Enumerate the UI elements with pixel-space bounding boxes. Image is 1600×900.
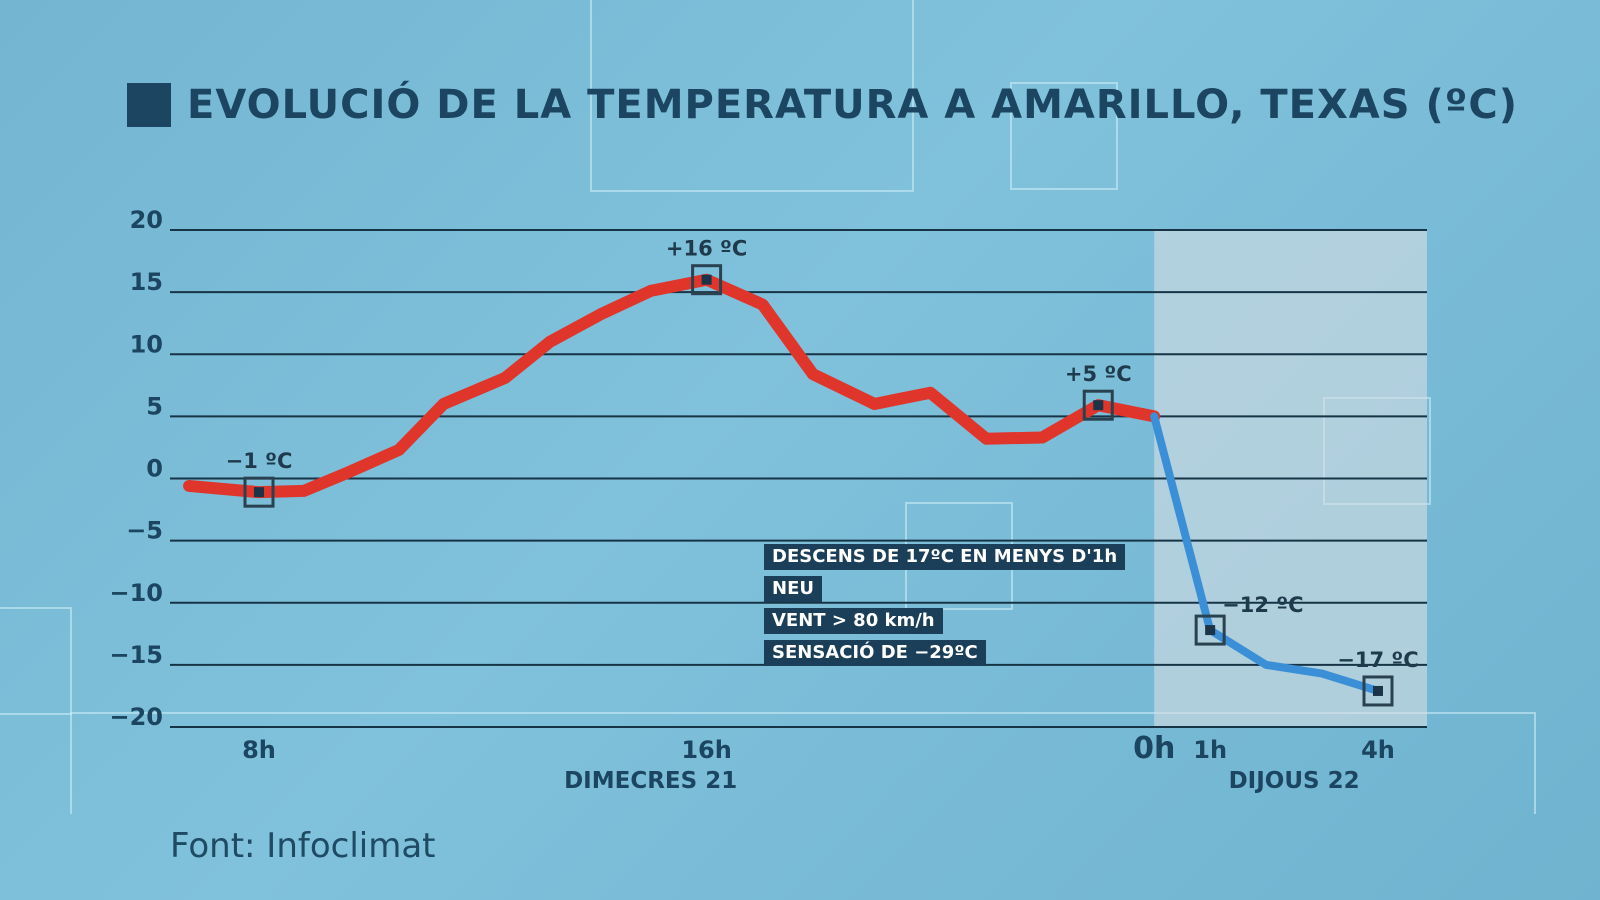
chart-title: EVOLUCIÓ DE LA TEMPERATURA A AMARILLO, T…	[127, 82, 1518, 128]
marker-box	[691, 264, 723, 296]
annotation-label: SENSACIÓ DE −29ºC	[764, 640, 986, 666]
marker-label: −17 ºC	[1337, 648, 1418, 672]
y-tick-label: −15	[109, 641, 163, 669]
marker-label: −1 ºC	[226, 449, 293, 473]
marker-dot	[1205, 625, 1216, 636]
decor-frame	[1010, 82, 1118, 190]
decor-frame	[590, 0, 914, 192]
y-tick-label: 0	[146, 455, 163, 483]
decor-frame	[0, 607, 72, 715]
marker-label: +5 ºC	[1065, 362, 1132, 386]
x-tick-label: 4h	[1361, 736, 1395, 764]
series-line-0	[183, 273, 1161, 499]
marker-dot	[701, 274, 712, 285]
marker-box	[1362, 675, 1394, 707]
marker-dot	[1093, 400, 1104, 411]
marker-box	[243, 476, 275, 508]
title-text: EVOLUCIÓ DE LA TEMPERATURA A AMARILLO, T…	[187, 82, 1518, 128]
annotation-label: DESCENS DE 17ºC EN MENYS D'1h	[764, 544, 1126, 570]
y-tick-label: −10	[109, 579, 163, 607]
annotation-label: VENT > 80 km/h	[764, 608, 943, 634]
marker-dot	[1373, 685, 1383, 696]
y-tick-label: 15	[130, 268, 163, 296]
marker-label: +16 ºC	[666, 237, 747, 261]
title-square-icon	[127, 83, 171, 127]
y-tick-label: 20	[130, 206, 163, 234]
x-tick-label: 16h	[681, 736, 731, 764]
y-tick-label: 5	[146, 392, 163, 420]
source-label: Font: Infoclimat	[170, 826, 436, 866]
marker-box	[1082, 389, 1114, 421]
x-tick-label: 8h	[242, 736, 276, 764]
y-tick-label: 10	[130, 330, 163, 358]
x-tick-label: 0h	[1133, 731, 1175, 766]
marker-dot	[254, 487, 264, 498]
day-label: DIJOUS 22	[1229, 768, 1360, 794]
marker-label: −12 ºC	[1222, 593, 1303, 617]
x-tick-label: 1h	[1193, 736, 1227, 764]
y-tick-label: −20	[109, 703, 163, 731]
annotation-label: NEU	[764, 576, 822, 602]
decor-frame	[70, 712, 1536, 814]
day-label: DIMECRES 21	[564, 768, 737, 794]
marker-box	[1194, 614, 1226, 646]
y-tick-label: −5	[126, 517, 163, 545]
